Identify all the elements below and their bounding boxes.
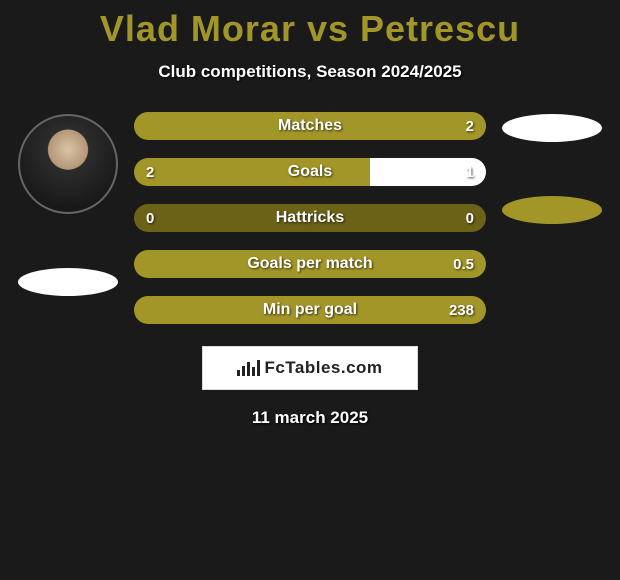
player2-team-oval-2 xyxy=(502,196,602,224)
player2-team-oval-1 xyxy=(502,114,602,142)
stat-row: Matches2 xyxy=(134,112,486,140)
brand-box[interactable]: FcTables.com xyxy=(202,346,418,390)
stat-label: Hattricks xyxy=(134,204,486,232)
player1-side xyxy=(8,112,128,296)
stat-row: Goals21 xyxy=(134,158,486,186)
stat-bar-right xyxy=(370,158,486,186)
player1-team-oval xyxy=(18,268,118,296)
brand-text: FcTables.com xyxy=(264,358,382,378)
page-title: Vlad Morar vs Petrescu xyxy=(0,8,620,50)
stat-bar-right xyxy=(134,250,486,278)
main-layout: Matches2 Goals21 Hattricks0 0 Goals per matc… xyxy=(0,112,620,324)
stat-value-left: 0 xyxy=(146,204,154,232)
date-label: 11 march 2025 xyxy=(0,408,620,428)
stats-column: Matches2 Goals21 Hattricks0 0 Goals per matc… xyxy=(128,112,492,324)
stat-row: Min per goal238 xyxy=(134,296,486,324)
stat-bar-right xyxy=(134,296,486,324)
stat-value-right: 0 xyxy=(466,204,474,232)
player2-side xyxy=(492,112,612,224)
stat-bar-right xyxy=(134,112,486,140)
stat-row: Goals per match0.5 xyxy=(134,250,486,278)
bar-chart-icon xyxy=(237,360,260,376)
stat-bar-left xyxy=(134,158,370,186)
comparison-card: Vlad Morar vs Petrescu Club competitions… xyxy=(0,0,620,428)
stat-row: Hattricks0 0 xyxy=(134,204,486,232)
player1-avatar xyxy=(18,114,118,214)
subtitle: Club competitions, Season 2024/2025 xyxy=(0,62,620,82)
